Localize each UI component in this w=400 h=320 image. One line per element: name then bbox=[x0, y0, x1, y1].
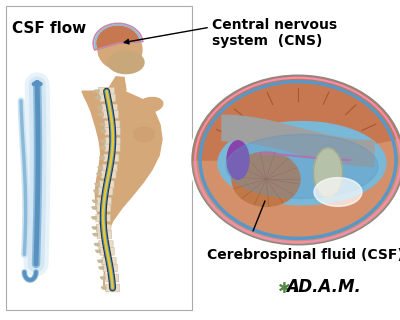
Ellipse shape bbox=[134, 127, 154, 141]
FancyBboxPatch shape bbox=[96, 214, 110, 222]
Wedge shape bbox=[97, 27, 138, 47]
Polygon shape bbox=[222, 115, 374, 166]
FancyBboxPatch shape bbox=[99, 241, 113, 248]
Text: Central nervous
system  (CNS): Central nervous system (CNS) bbox=[212, 18, 337, 48]
Polygon shape bbox=[99, 267, 104, 269]
Ellipse shape bbox=[98, 30, 142, 70]
Polygon shape bbox=[94, 243, 99, 246]
FancyBboxPatch shape bbox=[102, 164, 117, 172]
FancyBboxPatch shape bbox=[99, 181, 114, 188]
Ellipse shape bbox=[314, 178, 362, 206]
Text: ✱: ✱ bbox=[278, 281, 291, 296]
Polygon shape bbox=[100, 277, 105, 279]
FancyBboxPatch shape bbox=[103, 264, 117, 272]
Polygon shape bbox=[101, 287, 106, 289]
Polygon shape bbox=[95, 183, 100, 186]
FancyBboxPatch shape bbox=[98, 188, 113, 195]
FancyBboxPatch shape bbox=[98, 87, 114, 95]
Polygon shape bbox=[96, 173, 101, 176]
Wedge shape bbox=[95, 25, 141, 50]
Text: CSF flow: CSF flow bbox=[12, 21, 86, 36]
FancyBboxPatch shape bbox=[105, 144, 120, 152]
Polygon shape bbox=[82, 91, 162, 288]
Circle shape bbox=[190, 74, 400, 246]
Polygon shape bbox=[92, 227, 97, 229]
Polygon shape bbox=[94, 90, 99, 92]
FancyBboxPatch shape bbox=[102, 258, 116, 265]
Ellipse shape bbox=[227, 141, 249, 179]
Wedge shape bbox=[192, 75, 400, 160]
Polygon shape bbox=[99, 156, 104, 159]
FancyBboxPatch shape bbox=[97, 231, 112, 238]
Polygon shape bbox=[98, 260, 102, 263]
Polygon shape bbox=[101, 140, 106, 142]
Text: Cerebrospinal fluid (CSF): Cerebrospinal fluid (CSF) bbox=[207, 248, 400, 262]
Polygon shape bbox=[96, 97, 100, 99]
Circle shape bbox=[232, 152, 300, 206]
Ellipse shape bbox=[218, 122, 386, 205]
FancyBboxPatch shape bbox=[97, 197, 112, 205]
FancyBboxPatch shape bbox=[96, 224, 111, 232]
Ellipse shape bbox=[314, 148, 342, 197]
Polygon shape bbox=[108, 77, 126, 93]
Bar bbox=[6, 6, 192, 310]
Polygon shape bbox=[98, 107, 102, 109]
Ellipse shape bbox=[108, 51, 144, 74]
Polygon shape bbox=[92, 200, 97, 203]
Polygon shape bbox=[98, 113, 103, 116]
FancyBboxPatch shape bbox=[100, 247, 114, 255]
Polygon shape bbox=[100, 123, 105, 126]
FancyBboxPatch shape bbox=[101, 171, 116, 179]
Polygon shape bbox=[100, 147, 105, 149]
Ellipse shape bbox=[137, 98, 163, 112]
FancyBboxPatch shape bbox=[103, 111, 119, 118]
Text: A: A bbox=[286, 278, 299, 296]
FancyBboxPatch shape bbox=[105, 127, 120, 135]
Polygon shape bbox=[92, 207, 96, 209]
Polygon shape bbox=[100, 130, 105, 132]
Wedge shape bbox=[97, 27, 139, 49]
Polygon shape bbox=[92, 217, 96, 219]
FancyBboxPatch shape bbox=[102, 104, 118, 112]
Polygon shape bbox=[93, 233, 98, 236]
FancyBboxPatch shape bbox=[106, 284, 120, 292]
FancyBboxPatch shape bbox=[104, 154, 119, 162]
Polygon shape bbox=[98, 167, 102, 169]
Ellipse shape bbox=[226, 134, 378, 198]
FancyBboxPatch shape bbox=[105, 274, 119, 282]
FancyBboxPatch shape bbox=[96, 204, 111, 212]
Text: .D.A.M.: .D.A.M. bbox=[292, 278, 361, 296]
FancyBboxPatch shape bbox=[100, 94, 116, 102]
Circle shape bbox=[192, 75, 400, 245]
Polygon shape bbox=[96, 250, 100, 252]
FancyBboxPatch shape bbox=[104, 121, 120, 128]
Polygon shape bbox=[94, 190, 98, 193]
FancyBboxPatch shape bbox=[105, 137, 120, 145]
